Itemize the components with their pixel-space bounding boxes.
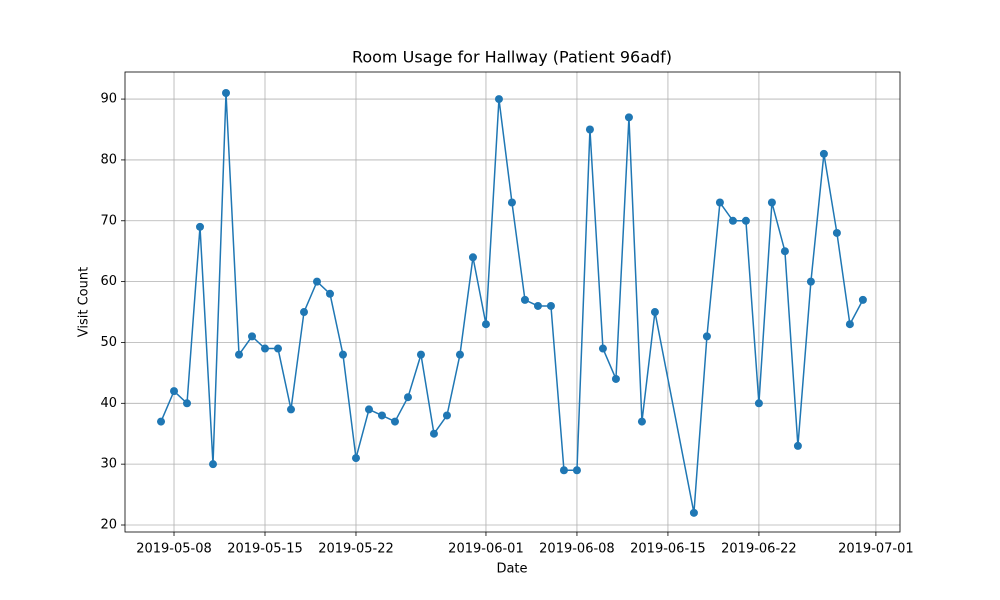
data-point bbox=[559, 466, 568, 475]
data-point bbox=[546, 301, 555, 310]
data-point bbox=[689, 508, 698, 517]
data-point bbox=[780, 247, 789, 256]
y-tick-label: 70 bbox=[100, 213, 117, 228]
x-tick-label: 2019-06-01 bbox=[448, 542, 524, 557]
data-point bbox=[235, 350, 244, 359]
data-point bbox=[832, 228, 841, 237]
data-point bbox=[715, 198, 724, 207]
data-point bbox=[585, 125, 594, 134]
plot-frame bbox=[124, 71, 901, 533]
data-line bbox=[160, 92, 864, 513]
data-point bbox=[273, 344, 282, 353]
data-point bbox=[741, 216, 750, 225]
x-tick-label: 2019-05-22 bbox=[318, 542, 394, 557]
data-point bbox=[403, 393, 412, 402]
data-point bbox=[312, 277, 321, 286]
data-point bbox=[767, 198, 776, 207]
data-point bbox=[157, 417, 166, 426]
x-tick-label: 2019-06-22 bbox=[721, 542, 797, 557]
data-point bbox=[806, 277, 815, 286]
x-axis-label: Date bbox=[496, 562, 527, 577]
data-point bbox=[170, 387, 179, 396]
data-point bbox=[507, 198, 516, 207]
data-point bbox=[390, 417, 399, 426]
data-point bbox=[845, 320, 854, 329]
data-point bbox=[286, 405, 295, 414]
y-axis-label: Visit Count bbox=[77, 267, 92, 337]
data-point bbox=[702, 332, 711, 341]
data-point bbox=[377, 411, 386, 420]
x-tick-label: 2019-05-15 bbox=[227, 542, 303, 557]
y-tick-label: 50 bbox=[100, 335, 117, 350]
data-point bbox=[481, 320, 490, 329]
data-point bbox=[650, 308, 659, 317]
data-point bbox=[248, 332, 257, 341]
data-point bbox=[520, 295, 529, 304]
data-point bbox=[183, 399, 192, 408]
y-tick-label: 40 bbox=[100, 396, 117, 411]
data-point bbox=[754, 399, 763, 408]
data-point bbox=[222, 88, 231, 97]
data-point bbox=[793, 441, 802, 450]
chart-title: Room Usage for Hallway (Patient 96adf) bbox=[352, 48, 672, 67]
data-point bbox=[299, 308, 308, 317]
data-point bbox=[637, 417, 646, 426]
data-point bbox=[858, 295, 867, 304]
data-point bbox=[468, 253, 477, 262]
data-point bbox=[624, 113, 633, 122]
data-point bbox=[494, 95, 503, 104]
data-point bbox=[598, 344, 607, 353]
data-point bbox=[351, 454, 360, 463]
data-point bbox=[455, 350, 464, 359]
y-tick-label: 80 bbox=[100, 152, 117, 167]
y-tick-label: 90 bbox=[100, 92, 117, 107]
x-tick-label: 2019-06-15 bbox=[630, 542, 706, 557]
data-point bbox=[338, 350, 347, 359]
y-tick-label: 30 bbox=[100, 457, 117, 472]
data-point bbox=[572, 466, 581, 475]
data-point bbox=[533, 301, 542, 310]
x-tick-label: 2019-07-01 bbox=[838, 542, 914, 557]
data-point bbox=[429, 429, 438, 438]
data-point bbox=[260, 344, 269, 353]
y-tick-label: 20 bbox=[100, 518, 117, 533]
data-point bbox=[209, 460, 218, 469]
data-point bbox=[196, 222, 205, 231]
data-point bbox=[416, 350, 425, 359]
data-point bbox=[819, 149, 828, 158]
data-point bbox=[728, 216, 737, 225]
data-point bbox=[325, 289, 334, 298]
x-tick-label: 2019-06-08 bbox=[539, 542, 615, 557]
x-tick-label: 2019-05-08 bbox=[136, 542, 212, 557]
data-point bbox=[364, 405, 373, 414]
y-tick-label: 60 bbox=[100, 274, 117, 289]
data-point bbox=[442, 411, 451, 420]
data-point bbox=[611, 374, 620, 383]
